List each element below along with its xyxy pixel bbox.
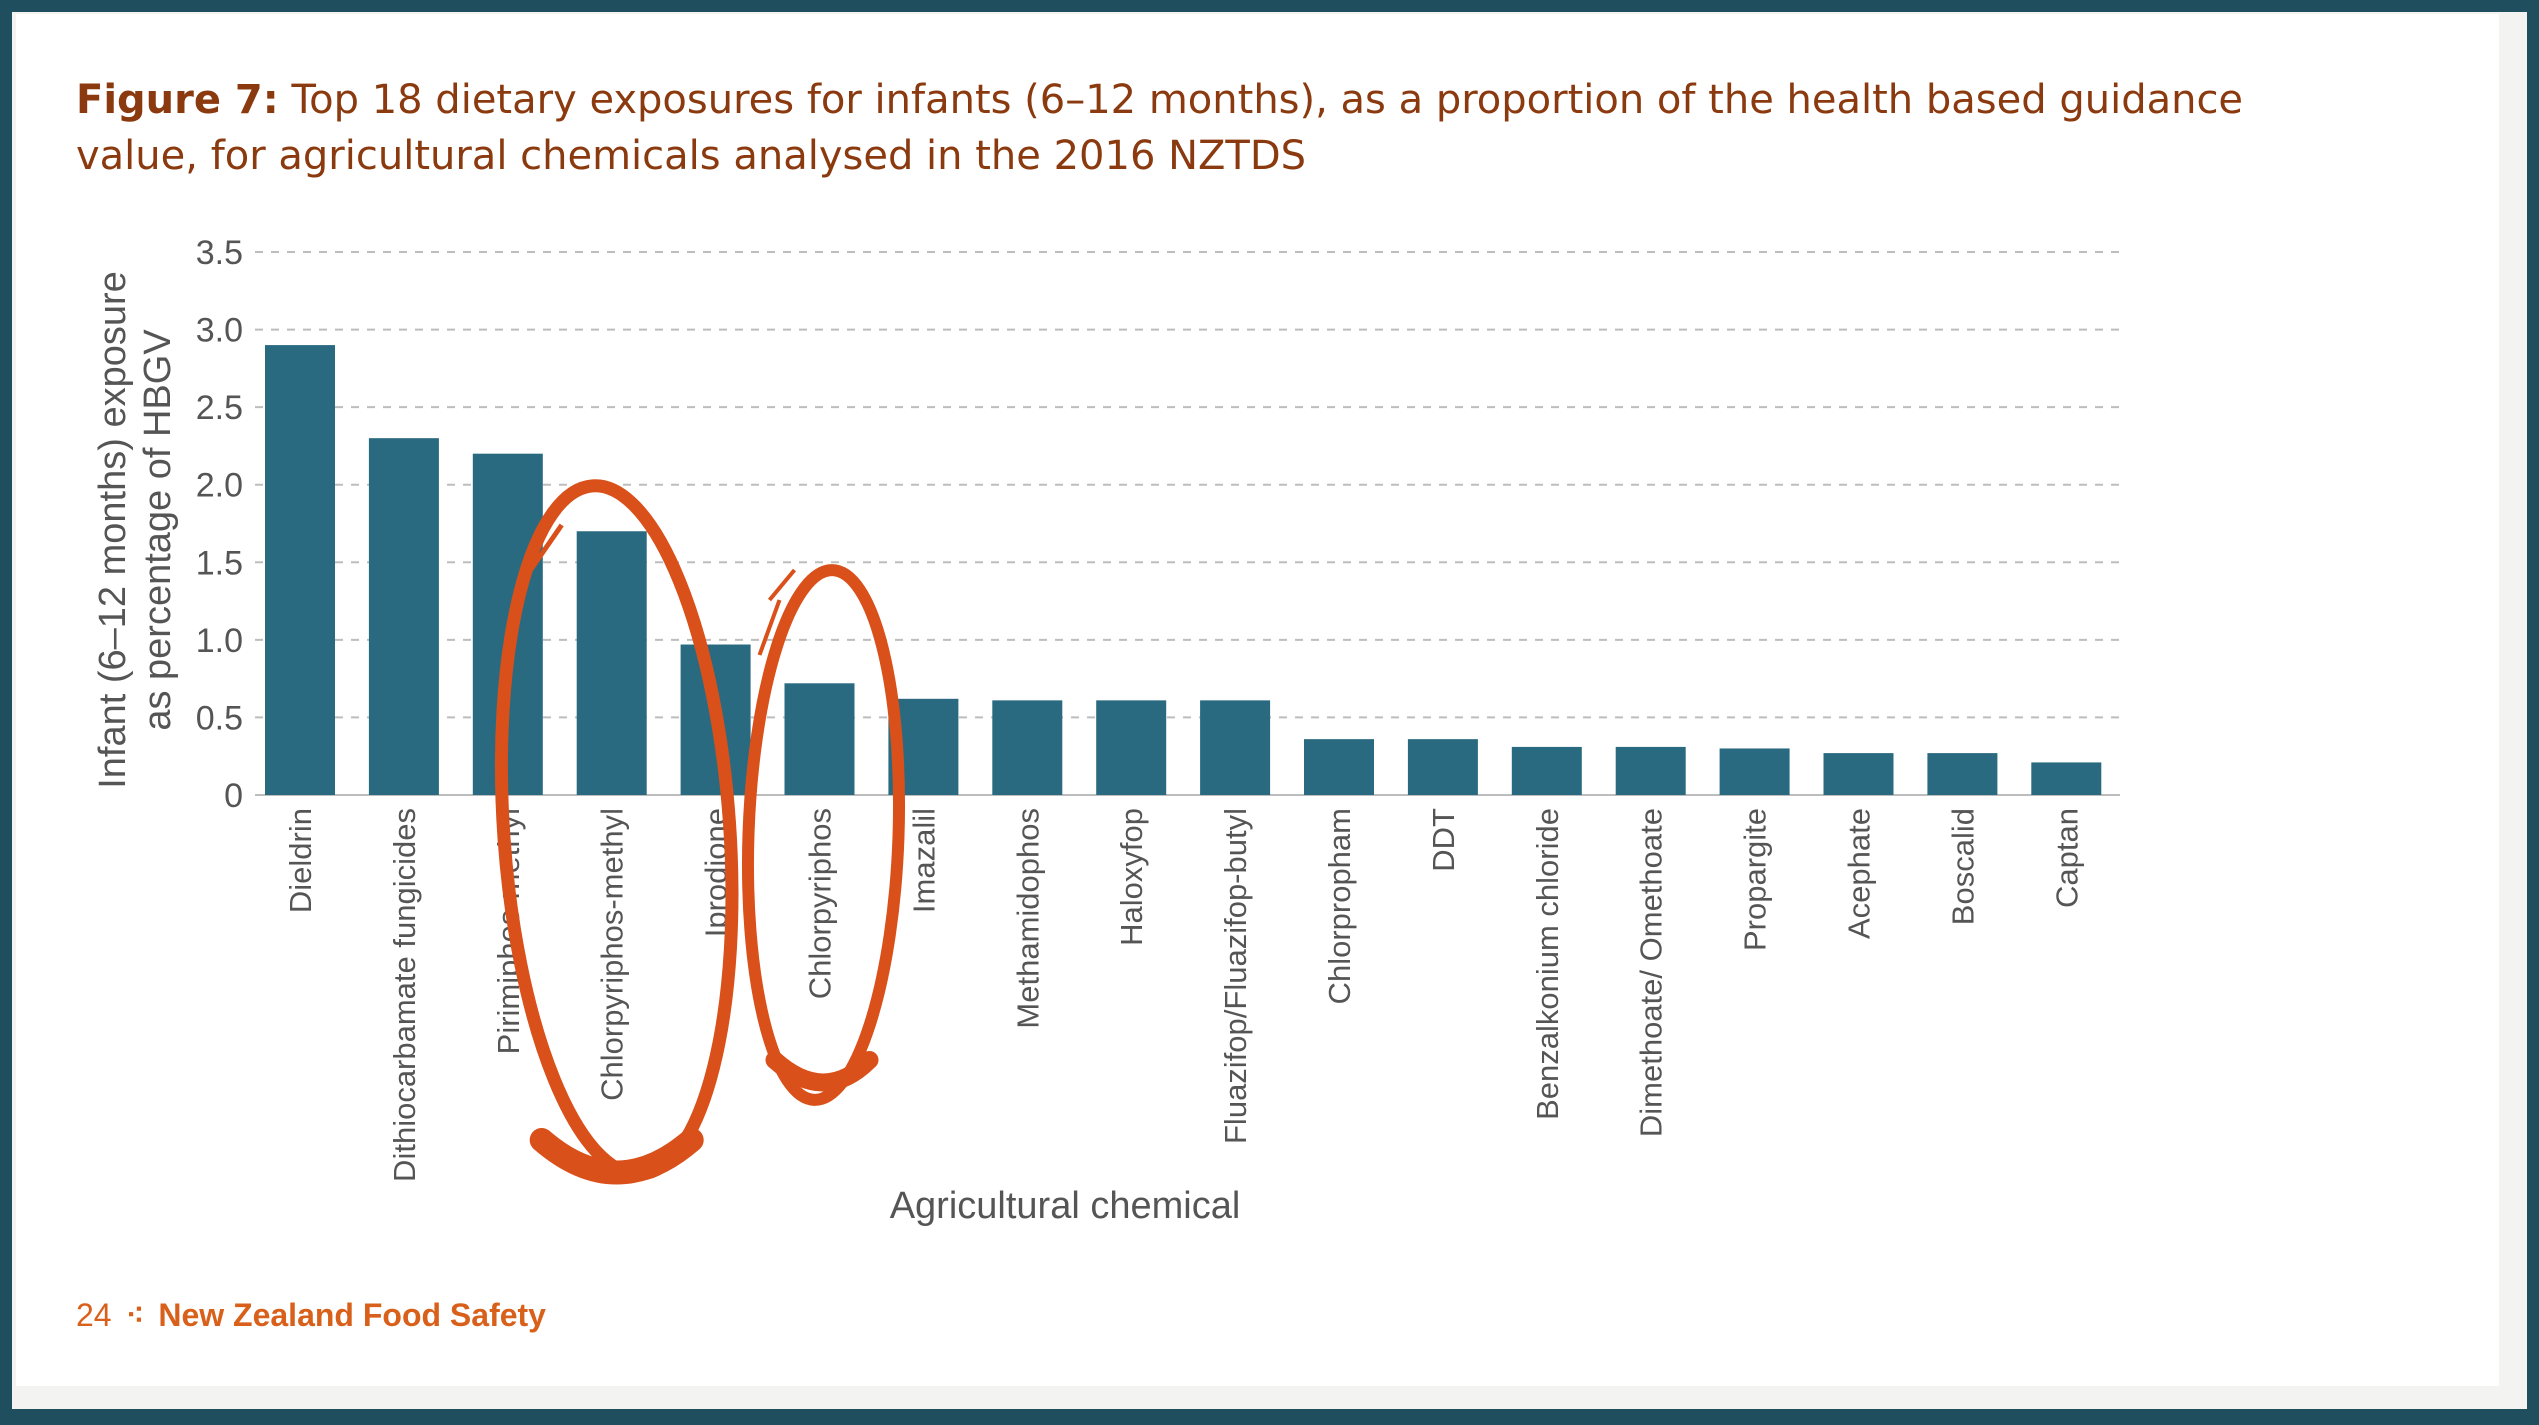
figure-caption: Top 18 dietary exposures for infants (6–… <box>76 77 2244 179</box>
x-tick-label: Dimethoate/ Omethoate <box>1634 808 1669 1137</box>
bar <box>1719 748 1790 795</box>
y-tick-labels: 0 0.5 1.0 1.5 2.0 2.5 3.0 3.5 <box>196 234 243 815</box>
y-tick-label: 2.5 <box>196 389 243 427</box>
x-tick-label: Dieldrin <box>283 808 318 913</box>
figure-title: Figure 7: Top 18 dietary exposures for i… <box>76 72 2376 184</box>
x-tick-label: Chlorpropham <box>1322 808 1357 1004</box>
bar <box>992 700 1063 795</box>
y-tick-label: 1.0 <box>196 622 243 660</box>
annotation-ellipses <box>494 479 906 1185</box>
x-tick-label: Benzalkonium chloride <box>1530 808 1565 1120</box>
bar <box>576 531 647 795</box>
bars <box>265 345 2102 795</box>
page-number: 24 <box>76 1297 112 1333</box>
bar <box>1615 746 1686 795</box>
y-tick-label: 1.5 <box>196 544 243 582</box>
y-tick-label: 3.5 <box>196 234 243 272</box>
x-tick-label: DDT <box>1426 808 1461 872</box>
bar <box>265 345 335 795</box>
y-axis-label-line-2: as percentage of HBGV <box>137 329 179 731</box>
x-tick-label: Acephate <box>1842 808 1877 939</box>
annotation-stroke <box>529 1128 704 1185</box>
publisher-name: New Zealand Food Safety <box>158 1297 546 1333</box>
x-tick-label: Dithiocarbamate fungicides <box>387 808 422 1182</box>
y-tick-label: 0 <box>224 777 243 815</box>
bar <box>1096 700 1167 795</box>
x-tick-label: Boscalid <box>1945 808 1980 925</box>
bar <box>1511 746 1582 795</box>
bar <box>784 683 855 795</box>
bar <box>1823 753 1894 795</box>
figure-label: Figure 7: <box>76 77 279 123</box>
x-tick-label: Propargite <box>1738 808 1773 951</box>
x-tick-label: Captan <box>2049 808 2084 908</box>
annotation-stroke <box>757 568 797 656</box>
bar <box>1927 753 1998 795</box>
annotation-ellipse <box>741 564 906 1106</box>
grid-lines <box>255 251 2120 796</box>
x-tick-label: Imazalil <box>906 808 941 913</box>
footer-separator-icon: ⁖ <box>125 1297 145 1333</box>
y-tick-label: 3.0 <box>196 312 243 350</box>
x-tick-label: Methamidophos <box>1010 808 1045 1029</box>
bar <box>1200 700 1271 795</box>
annotation-stroke <box>514 523 564 592</box>
footer: 24 ⁖ New Zealand Food Safety <box>76 1296 546 1334</box>
bar <box>1304 739 1374 795</box>
y-axis-label-line-1: Infant (6–12 months) exposure <box>92 271 134 789</box>
y-tick-label: 0.5 <box>196 699 243 737</box>
bar <box>1407 739 1478 795</box>
bar <box>2031 762 2102 795</box>
x-tick-label: Fluazifop/Fluazifop-butyl <box>1218 808 1253 1144</box>
bar <box>368 438 439 795</box>
x-tick-label: Haloxyfop <box>1114 808 1149 946</box>
y-tick-label: 2.0 <box>196 467 243 505</box>
x-tick-label: Chlorpyriphos-methyl <box>595 808 630 1101</box>
x-tick-label: Chlorpyriphos <box>803 808 838 999</box>
x-tick-labels: Dieldrin Dithiocarbamate fungicides Pirimi… <box>283 808 2084 1182</box>
annotation-stroke <box>765 1051 879 1092</box>
x-axis-label: Agricultural chemical <box>890 1185 1241 1227</box>
